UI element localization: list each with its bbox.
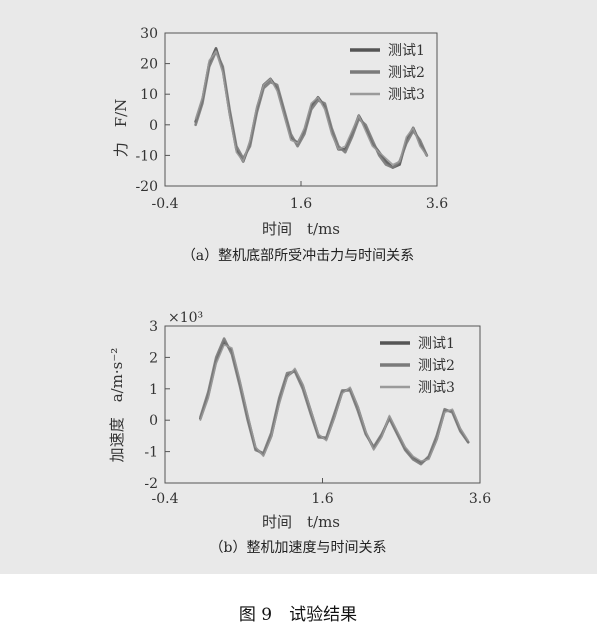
chart-b-x-tick-label: 1.6 bbox=[311, 491, 333, 507]
chart-b-caption: （b）整机加速度与时间关系 bbox=[210, 540, 387, 556]
chart-a-series-line-3 bbox=[194, 50, 428, 166]
chart-a-legend-label-2: 测试2 bbox=[388, 65, 425, 81]
chart-a-y-tick-label: 30 bbox=[140, 26, 158, 42]
chart-b-x-tick-label: -0.4 bbox=[152, 491, 179, 507]
chart-a-x-tick-label: 1.6 bbox=[290, 196, 312, 212]
chart-a-y-tick-label: 0 bbox=[149, 118, 158, 134]
chart-a-x-tick-label: 3.6 bbox=[426, 196, 448, 212]
chart-a-y-tick-label: 20 bbox=[140, 57, 158, 73]
chart-b-acceleration: -2 -1 0 1 2 3 -0.4 1.6 3.6 ×10³ 时间 t/ms 加速度 a/m·s⁻²… bbox=[108, 310, 491, 556]
chart-b-y-tick-label: -1 bbox=[144, 445, 158, 461]
chart-a-y-tick-label: -20 bbox=[135, 179, 158, 195]
chart-a-x-tick-label: -0.4 bbox=[152, 196, 179, 212]
chart-b-y-tick-label: -2 bbox=[144, 476, 158, 492]
chart-b-y-tick-label: 1 bbox=[149, 382, 158, 398]
chart-b-legend-label-2: 测试2 bbox=[418, 358, 455, 374]
chart-a-y-tick-label: -10 bbox=[135, 148, 158, 164]
chart-a-series-line-2 bbox=[194, 50, 429, 169]
chart-b-legend-label-1: 测试1 bbox=[418, 336, 455, 352]
chart-b-y-tick-label: 0 bbox=[149, 413, 158, 429]
scanned-page-background bbox=[0, 0, 597, 574]
chart-b-x-tick-label: 3.6 bbox=[469, 491, 491, 507]
chart-a-y-tick-label: 10 bbox=[140, 87, 158, 103]
chart-a-y-axis-label: 力 F/N bbox=[112, 99, 130, 158]
chart-b-y-axis-label: 加速度 a/m·s⁻² bbox=[108, 348, 126, 463]
figure-caption: 图 9 试验结果 bbox=[239, 605, 357, 625]
chart-b-y-tick-label: 3 bbox=[149, 319, 158, 335]
chart-a-x-axis-label: 时间 t/ms bbox=[262, 220, 340, 238]
chart-a-force: -20 -10 0 10 20 30 -0.4 1.6 3.6 时间 t/ms 力 F/N 测试1 测试… bbox=[112, 26, 448, 264]
chart-b-x-axis-label: 时间 t/ms bbox=[262, 513, 340, 531]
chart-b-series-line-3 bbox=[199, 343, 470, 462]
chart-b-y-multiplier: ×10³ bbox=[168, 310, 203, 326]
chart-a-legend-label-3: 测试3 bbox=[388, 87, 425, 103]
chart-a-caption: （a）整机底部所受冲击力与时间关系 bbox=[182, 248, 414, 264]
chart-b-y-tick-label: 2 bbox=[149, 350, 158, 366]
chart-b-series-line-2 bbox=[199, 337, 470, 466]
chart-a-legend-label-1: 测试1 bbox=[388, 43, 425, 59]
chart-b-legend-label-3: 测试3 bbox=[418, 380, 455, 396]
